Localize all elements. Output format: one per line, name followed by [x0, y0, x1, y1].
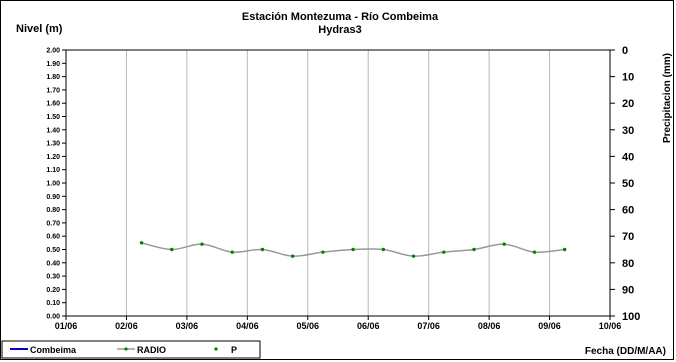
data-point-radio — [170, 247, 174, 252]
data-point-radio — [562, 247, 567, 252]
x-tick-label: 06/06 — [357, 321, 380, 331]
y2-tick-label: 40 — [622, 151, 634, 163]
y-tick-label: 1.20 — [46, 154, 60, 161]
y-axis-ticks: 0.00 0.10 0.20 0.30 0.40 0.50 0.60 0.70 0.80 0.90… — [46, 48, 66, 321]
x-tick-label: 01/06 — [55, 321, 78, 331]
y-tick-label: 0.30 — [46, 274, 60, 281]
x-tick-label: 10/06 — [599, 321, 622, 331]
data-point-radio — [411, 254, 416, 258]
y-tick-label: 0.10 — [46, 300, 60, 307]
y-tick-label: 0.90 — [46, 194, 60, 201]
x-tick-label: 08/06 — [478, 321, 501, 331]
data-point-radio — [230, 250, 234, 254]
x-tick-label: 04/06 — [236, 321, 259, 331]
y2-tick-label: 100 — [622, 311, 640, 323]
data-point-radio — [139, 241, 144, 245]
y-tick-label: 0.00 — [46, 314, 60, 321]
y2-tick-label: 80 — [622, 258, 634, 270]
data-point-radio — [502, 242, 506, 246]
chart-subtitle: Hydras3 — [318, 24, 361, 36]
y2-tick-label: 30 — [622, 125, 634, 137]
x-tick-label: 03/06 — [176, 321, 199, 331]
data-point-radio — [260, 247, 265, 252]
data-point-radio — [442, 250, 446, 254]
data-point-radio — [472, 247, 476, 252]
x-axis-label: Fecha (DD/M/AA) — [585, 346, 666, 357]
y-tick-label: 1.70 — [46, 87, 60, 94]
y-tick-label: 1.40 — [46, 127, 60, 134]
grid-lines — [125, 50, 551, 316]
x-axis-ticks: 01/06 02/06 03/06 04/06 05/06 06/06 07/06 08/06… — [55, 316, 622, 331]
legend-label-combeima: Combeima — [30, 345, 77, 355]
plot-area — [65, 49, 611, 317]
y2-axis-ticks: 0 10 20 30 40 50 60 70 80 90 100 — [610, 45, 640, 323]
x-tick-label: 07/06 — [417, 321, 440, 331]
legend-label-radio: RADIO — [137, 345, 166, 355]
x-tick-label: 05/06 — [297, 321, 320, 331]
x-tick-label: 02/06 — [115, 321, 138, 331]
series-layer — [139, 241, 567, 258]
y-tick-label: 0.20 — [46, 287, 60, 294]
y-tick-label: 1.80 — [46, 74, 60, 81]
data-point-radio — [200, 242, 204, 246]
y2-tick-label: 50 — [622, 178, 634, 190]
y-tick-label: 0.60 — [46, 234, 60, 241]
y-tick-label: 1.90 — [46, 61, 60, 68]
y2-tick-label: 70 — [622, 231, 634, 243]
y2-axis-label: Precipitacion (mm) — [662, 53, 673, 143]
y-tick-label: 0.80 — [46, 207, 60, 214]
y-tick-label: 1.60 — [46, 101, 60, 108]
y-tick-label: 1.10 — [46, 167, 60, 174]
y2-tick-label: 0 — [622, 45, 628, 57]
data-point-radio — [321, 250, 325, 254]
data-point-radio — [532, 250, 537, 254]
legend: Combeima RADIO P — [1, 340, 261, 359]
y-tick-label: 1.00 — [46, 181, 60, 188]
legend-label-p: P — [231, 345, 237, 355]
y2-tick-label: 60 — [622, 205, 634, 217]
y-tick-label: 1.50 — [46, 114, 60, 121]
y-tick-label: 1.30 — [46, 141, 60, 148]
y-axis-label: Nivel (m) — [16, 23, 63, 35]
legend-marker-radio — [124, 347, 128, 351]
y-tick-label: 0.50 — [46, 247, 60, 254]
y2-tick-label: 90 — [622, 284, 634, 296]
y-tick-label: 0.70 — [46, 220, 60, 227]
data-point-radio — [381, 247, 386, 252]
y-tick-label: 2.00 — [46, 48, 60, 55]
legend-marker-p — [214, 347, 218, 351]
y2-tick-label: 20 — [622, 98, 634, 110]
data-point-radio — [351, 247, 355, 252]
y2-tick-label: 10 — [622, 72, 634, 84]
data-point-radio — [290, 254, 295, 258]
chart-title: Estación Montezuma - Río Combeima — [242, 11, 439, 23]
x-tick-label: 09/06 — [538, 321, 561, 331]
y-tick-label: 0.40 — [46, 260, 60, 267]
